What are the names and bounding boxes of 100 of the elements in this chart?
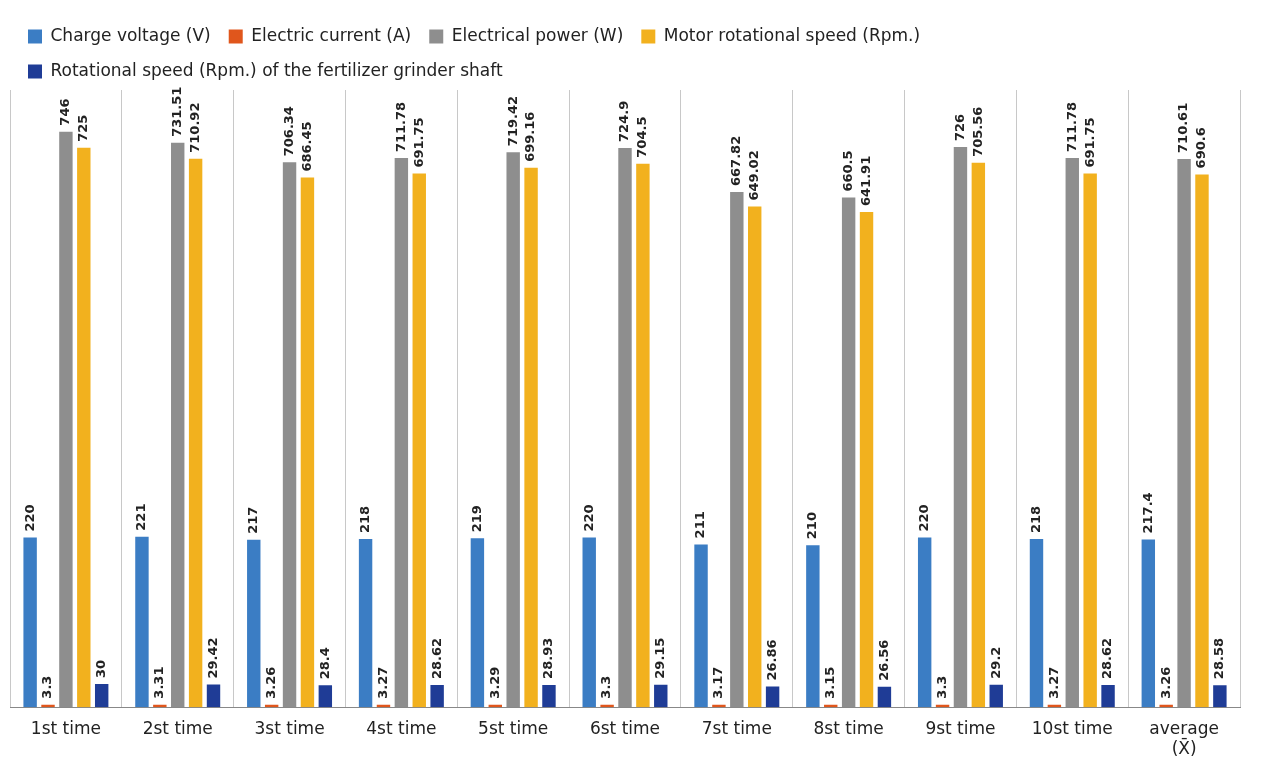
x-tick-label: 9st time bbox=[925, 717, 996, 738]
bar bbox=[77, 147, 91, 708]
bar bbox=[412, 173, 426, 708]
data-label: 719.42 bbox=[504, 96, 520, 147]
legend-label: Electric current (A) bbox=[251, 24, 412, 45]
data-label: 220 bbox=[21, 504, 37, 532]
legend-label: Motor rotational speed (Rpm.) bbox=[663, 24, 921, 45]
data-label: 3.17 bbox=[710, 666, 726, 699]
data-label: 26.56 bbox=[875, 639, 891, 681]
x-tick-label: 1st time bbox=[30, 717, 101, 738]
bar bbox=[300, 177, 315, 708]
x-tick-label: 4st time bbox=[366, 717, 437, 738]
data-label: 667.82 bbox=[728, 135, 744, 186]
bar bbox=[1101, 685, 1115, 708]
data-label: 30 bbox=[93, 659, 109, 679]
data-label: 28.93 bbox=[540, 637, 556, 679]
bar bbox=[135, 536, 149, 708]
x-tick-label: 2st time bbox=[142, 717, 213, 738]
x-tick-label: 3st time bbox=[254, 717, 325, 738]
bar bbox=[247, 539, 261, 708]
data-label: 641.91 bbox=[857, 155, 873, 206]
bar bbox=[1141, 539, 1156, 708]
legend-label: Charge voltage (V) bbox=[50, 24, 211, 45]
bar bbox=[654, 684, 668, 708]
x-tick-label: 6st time bbox=[589, 717, 661, 738]
data-label: 28.62 bbox=[428, 637, 444, 680]
bar bbox=[524, 167, 538, 708]
bar bbox=[542, 684, 556, 708]
data-label: 690.6 bbox=[1193, 127, 1209, 169]
data-label: 705.56 bbox=[969, 106, 985, 157]
data-label: 726 bbox=[951, 113, 967, 142]
data-label: 706.34 bbox=[280, 106, 296, 157]
bar bbox=[318, 685, 333, 708]
legend-label: Electrical power (W) bbox=[451, 24, 624, 45]
data-label: 28.4 bbox=[316, 647, 332, 680]
bar bbox=[358, 539, 373, 708]
bar bbox=[636, 163, 650, 708]
data-label: 220 bbox=[916, 504, 932, 532]
data-label: 3.31 bbox=[151, 666, 167, 699]
data-label: 217 bbox=[245, 506, 261, 534]
data-label: 210 bbox=[804, 512, 820, 540]
data-label: 218 bbox=[356, 505, 372, 534]
data-label: 710.61 bbox=[1175, 102, 1191, 153]
data-label: 725 bbox=[75, 114, 91, 142]
data-label: 704.5 bbox=[634, 116, 650, 158]
data-label: 3.27 bbox=[1045, 666, 1061, 699]
x-tick-label: 10st time bbox=[1031, 717, 1113, 738]
data-label: 29.15 bbox=[652, 637, 668, 679]
data-label: 710.92 bbox=[186, 102, 202, 153]
data-label: 691.75 bbox=[1081, 117, 1097, 168]
data-label: 218 bbox=[1027, 505, 1043, 534]
bar bbox=[1195, 174, 1209, 708]
data-label: 3.15 bbox=[822, 666, 838, 699]
x-tick-label: 5st time bbox=[478, 717, 549, 738]
bar bbox=[94, 684, 109, 708]
data-label: 649.02 bbox=[746, 150, 762, 201]
data-label: 3.27 bbox=[374, 666, 390, 699]
bar bbox=[971, 162, 986, 708]
data-label: 699.16 bbox=[522, 111, 538, 162]
bar bbox=[470, 538, 485, 708]
data-label: 3.3 bbox=[933, 675, 949, 699]
data-label: 221 bbox=[133, 503, 149, 531]
bar bbox=[859, 211, 874, 708]
data-label: 28.62 bbox=[1099, 637, 1115, 680]
data-label: 3.26 bbox=[263, 666, 279, 699]
bar bbox=[877, 686, 892, 708]
bar bbox=[206, 684, 221, 708]
data-label: 731.51 bbox=[169, 86, 185, 137]
bar bbox=[748, 206, 762, 708]
data-label: 691.75 bbox=[410, 117, 426, 168]
data-label: 3.29 bbox=[486, 666, 502, 699]
data-label: 217.4 bbox=[1139, 492, 1155, 534]
bar bbox=[806, 545, 820, 708]
x-tick-label: 8st time bbox=[813, 717, 884, 738]
x-tick-label: average (X̄) bbox=[1149, 717, 1219, 759]
bar bbox=[188, 158, 203, 708]
data-label: 26.86 bbox=[763, 639, 779, 681]
data-label: 220 bbox=[580, 504, 596, 532]
data-label: 724.9 bbox=[616, 100, 632, 142]
data-label: 3.3 bbox=[598, 675, 614, 699]
bar bbox=[1029, 539, 1044, 708]
bar bbox=[430, 685, 444, 708]
bar bbox=[917, 537, 932, 708]
data-label: 211 bbox=[692, 511, 708, 539]
bar bbox=[23, 537, 37, 708]
data-label: 660.5 bbox=[840, 150, 856, 192]
data-label: 711.78 bbox=[1063, 101, 1079, 153]
bar bbox=[1213, 685, 1227, 708]
data-label: 711.78 bbox=[392, 101, 408, 153]
data-label: 29.2 bbox=[987, 646, 1003, 679]
data-label: 686.45 bbox=[298, 121, 314, 172]
data-label: 29.42 bbox=[204, 637, 220, 679]
bar bbox=[989, 684, 1003, 708]
bar bbox=[765, 686, 780, 708]
bar bbox=[582, 537, 596, 708]
legend-label: Rotational speed (Rpm.) of the fertilizer grinder shaft bbox=[50, 59, 503, 80]
bar bbox=[1083, 173, 1097, 708]
data-label: 28.58 bbox=[1211, 638, 1227, 680]
data-label: 3.3 bbox=[39, 675, 55, 699]
data-label: 3.26 bbox=[1157, 666, 1173, 699]
